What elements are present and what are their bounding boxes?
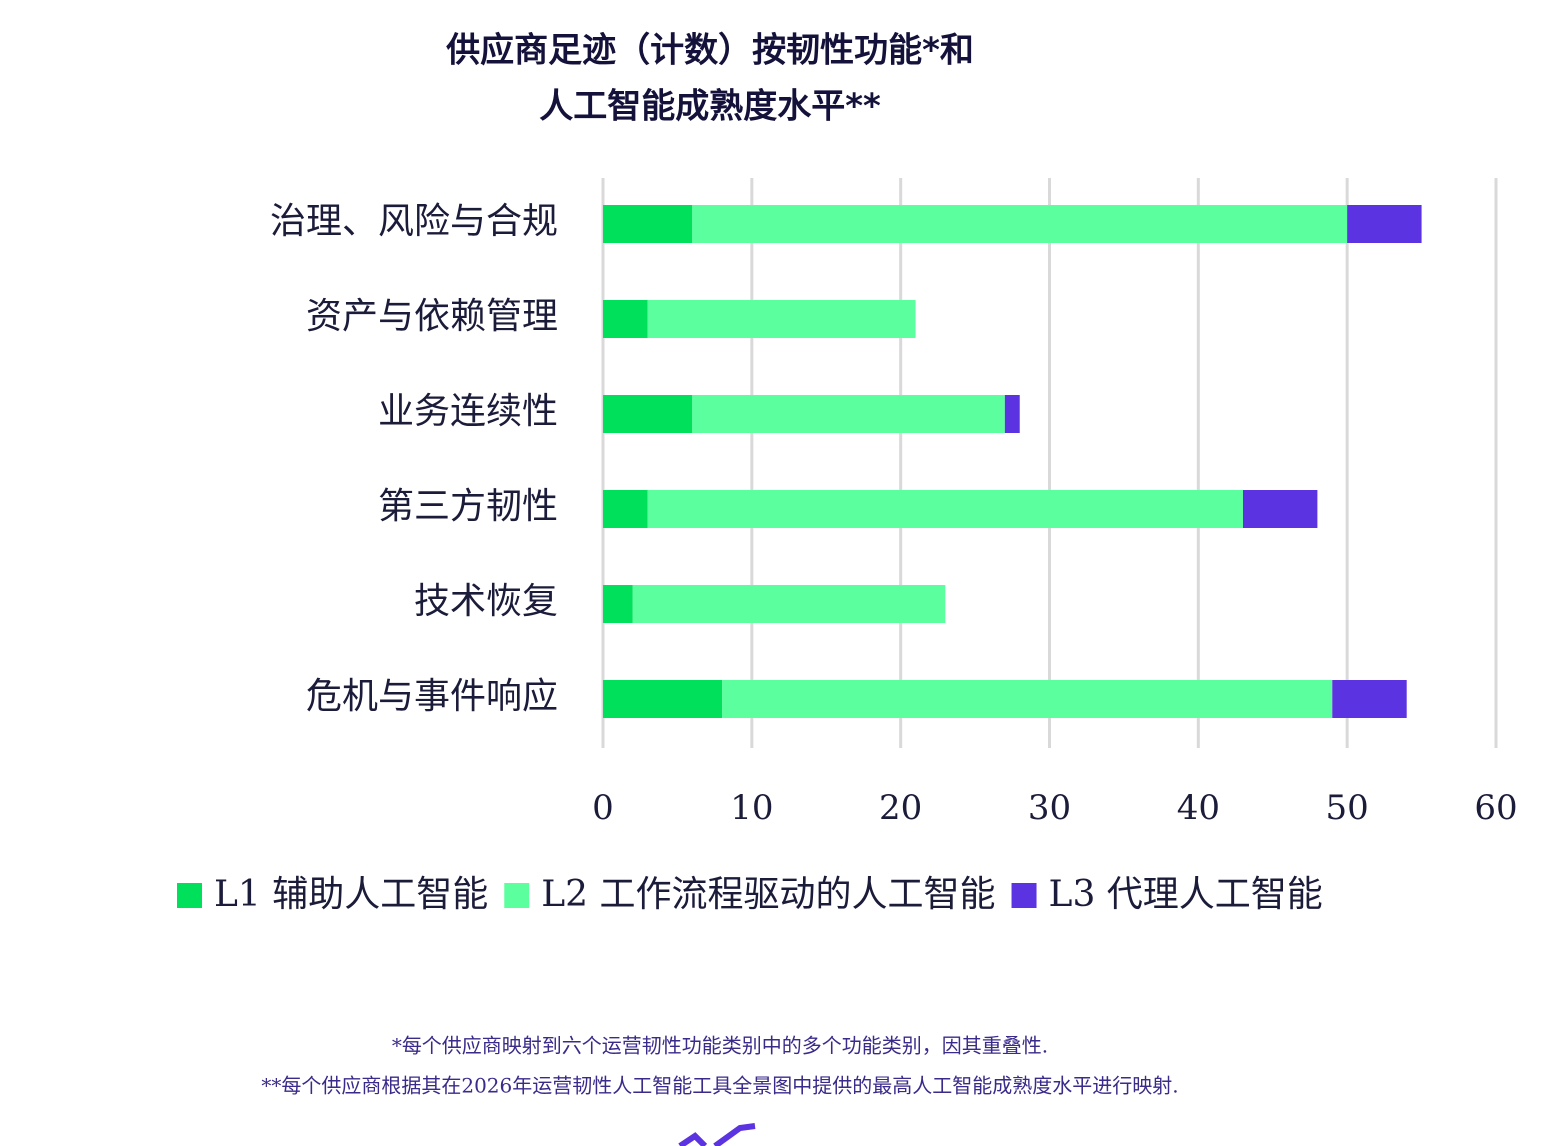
x-tick-label: 20: [879, 788, 922, 828]
bar-segment: [1332, 680, 1407, 718]
legend-label: L1 辅助人工智能: [214, 874, 488, 915]
bar-segment: [1004, 395, 1020, 433]
legend-swatch: [1011, 883, 1037, 908]
bar-segment: [1242, 490, 1318, 528]
footnote: *每个供应商映射到六个运营韧性功能类别中的多个功能类别，因其重叠性.: [392, 1034, 1048, 1058]
x-tick-label: 40: [1177, 788, 1220, 828]
y-tick-label: 治理、风险与合规: [270, 201, 558, 242]
bar-segment: [603, 205, 693, 243]
bar-segment: [603, 680, 723, 718]
y-tick-label: 技术恢复: [414, 581, 558, 622]
y-tick-label: 资产与依赖管理: [306, 296, 558, 337]
x-tick-label: 10: [730, 788, 773, 828]
bar-segment: [603, 490, 648, 528]
bar-segment: [603, 395, 693, 433]
chart-title: 人工智能成熟度水平**: [539, 87, 881, 127]
bar-segment: [647, 300, 916, 338]
bar-segment: [692, 205, 1348, 243]
x-tick-label: 60: [1474, 788, 1517, 828]
bar-segment: [692, 395, 1005, 433]
y-tick-label: 危机与事件响应: [306, 676, 558, 717]
bar-segment: [722, 680, 1333, 718]
x-tick-label: 30: [1028, 788, 1071, 828]
x-tick-label: 0: [592, 788, 614, 828]
logo: [678, 1123, 756, 1146]
x-tick-label: 50: [1326, 788, 1369, 828]
footnote: **每个供应商根据其在2026年运营韧性人工智能工具全景图中提供的最高人工智能成…: [261, 1074, 1178, 1098]
y-tick-label: 业务连续性: [378, 391, 558, 432]
bar-segment: [647, 490, 1243, 528]
bar-segment: [1347, 205, 1422, 243]
bar-segment: [632, 585, 946, 623]
legend-swatch: [504, 883, 530, 908]
bar-segment: [603, 300, 648, 338]
legend-label: L2 工作流程驱动的人工智能: [541, 874, 995, 915]
legend-label: L3 代理人工智能: [1049, 874, 1323, 915]
chart-title: 供应商足迹（计数）按韧性功能*和: [445, 31, 974, 71]
legend-swatch: [177, 883, 202, 908]
bar-segment: [603, 585, 633, 623]
y-tick-label: 第三方韧性: [378, 486, 558, 527]
